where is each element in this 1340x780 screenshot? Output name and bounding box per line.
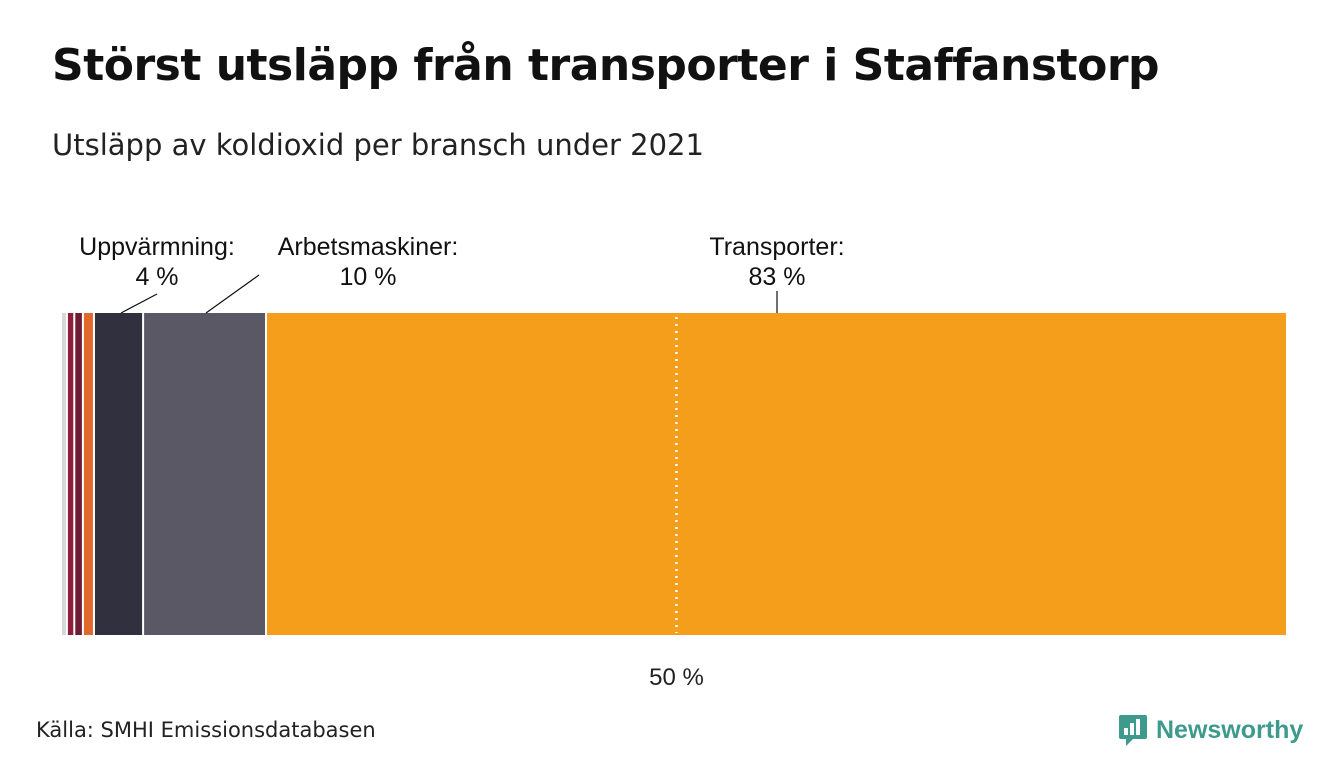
segment-label-value: 10 % — [340, 263, 397, 291]
bar-segment-uppvärmning — [93, 313, 144, 635]
leader-line — [120, 293, 158, 314]
bar-segment-other-2 — [74, 313, 83, 635]
segment-label-name: Uppvärmning: — [79, 233, 235, 261]
source-note: Källa: SMHI Emissionsdatabasen — [36, 718, 376, 742]
brand-logo: Newsworthy — [1118, 713, 1303, 747]
bar-segment-other-3 — [82, 313, 94, 635]
segment-label-value: 83 % — [749, 263, 806, 291]
bar-segment-other-1 — [66, 313, 75, 635]
reference-line-label: 50 % — [649, 664, 704, 691]
stacked-bar-chart: 50 % Uppvärmning:4 % Arbetsmaskiner:10 % Tr… — [62, 233, 1286, 691]
bar-segment-other-0 — [62, 313, 67, 635]
chart-title: Störst utsläpp från transporter i Staffa… — [52, 40, 1160, 91]
bar-segment-transporter — [266, 313, 1286, 635]
segment-label-name: Transporter: — [709, 233, 844, 261]
bar-segment-arbetsmaskiner — [143, 313, 266, 635]
segment-label-value: 4 % — [135, 263, 178, 291]
segment-label-name: Arbetsmaskiner: — [278, 233, 459, 261]
leader-line — [205, 274, 260, 314]
brand-name: Newsworthy — [1156, 715, 1304, 744]
chart-subtitle: Utsläpp av koldioxid per bransch under 2… — [52, 128, 704, 162]
newsworthy-chart-bubble-icon — [1119, 715, 1147, 746]
